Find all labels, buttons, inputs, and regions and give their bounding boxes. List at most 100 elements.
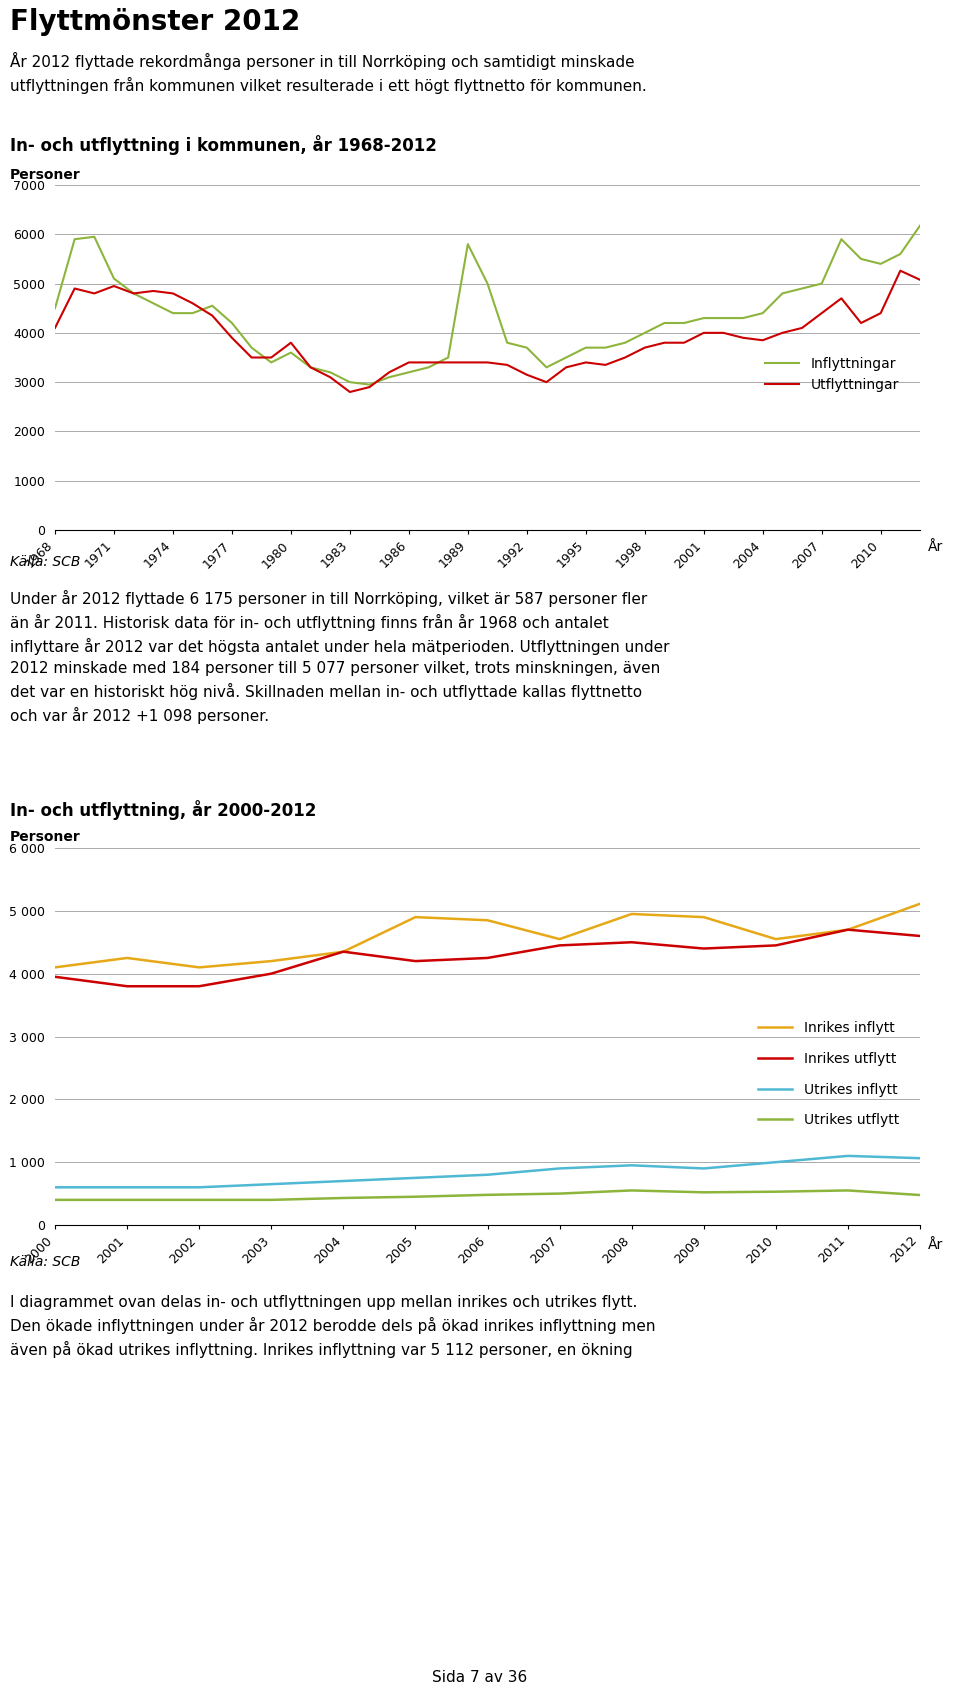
Line: Utrikes inflytt: Utrikes inflytt (55, 1156, 920, 1188)
Utflyttningar (580, 353, 591, 373)
Utflyttningar (285, 333, 297, 353)
Inflyttningar (227, 312, 238, 333)
Utrikes utflytt (554, 1183, 565, 1203)
Utflyttningar (835, 288, 847, 309)
Inflyttningar (443, 348, 454, 368)
Line: Inrikes utflytt: Inrikes utflytt (55, 930, 920, 986)
Utrikes utflytt (121, 1190, 132, 1210)
Utflyttningar (383, 361, 395, 382)
Inrikes inflytt (914, 894, 925, 915)
Utrikes inflytt (266, 1174, 277, 1195)
Inflyttningar (88, 227, 100, 248)
Text: År: År (928, 1239, 944, 1252)
Text: Under år 2012 flyttade 6 175 personer in till Norrköping, vilket är 587 personer: Under år 2012 flyttade 6 175 personer in… (10, 591, 669, 725)
Utflyttningar (914, 270, 925, 290)
Line: Utflyttningar: Utflyttningar (55, 272, 920, 392)
Utflyttningar (422, 353, 434, 373)
Utrikes inflytt (626, 1156, 637, 1176)
Utflyttningar (757, 331, 769, 351)
Utrikes utflytt (914, 1185, 925, 1205)
Line: Inrikes inflytt: Inrikes inflytt (55, 905, 920, 967)
Utflyttningar (875, 304, 886, 324)
Inflyttningar (167, 304, 179, 324)
Inflyttningar (148, 294, 159, 314)
Inflyttningar (108, 268, 120, 288)
Text: Personer: Personer (10, 168, 81, 182)
Inflyttningar (679, 312, 690, 333)
Inflyttningar (501, 333, 513, 353)
Inflyttningar (403, 361, 415, 382)
Utflyttningar (816, 304, 828, 324)
Utrikes inflytt (914, 1149, 925, 1169)
Text: Källa: SCB: Källa: SCB (10, 1256, 81, 1269)
Inflyttningar (561, 348, 572, 368)
Inflyttningar (49, 299, 60, 319)
Utrikes utflytt (338, 1188, 349, 1208)
Inrikes inflytt (338, 942, 349, 962)
Inflyttningar (757, 304, 769, 324)
Inrikes inflytt (626, 905, 637, 925)
Utflyttningar (737, 328, 749, 348)
Utflyttningar (540, 372, 552, 392)
Utflyttningar (600, 355, 612, 375)
Inflyttningar (639, 322, 651, 343)
Inflyttningar (796, 278, 807, 299)
Inrikes inflytt (121, 949, 132, 969)
Utflyttningar (619, 348, 631, 368)
Inrikes inflytt (482, 910, 493, 930)
Utflyttningar (501, 355, 513, 375)
Inflyttningar (521, 338, 533, 358)
Utrikes utflytt (266, 1190, 277, 1210)
Utflyttningar (246, 348, 257, 368)
Inrikes inflytt (842, 920, 853, 940)
Utflyttningar (49, 317, 60, 338)
Utflyttningar (443, 353, 454, 373)
Utrikes inflytt (770, 1152, 781, 1173)
Utrikes inflytt (410, 1168, 421, 1188)
Text: År: År (928, 540, 944, 553)
Text: In- och utflyttning i kommunen, år 1968-2012: In- och utflyttning i kommunen, år 1968-… (10, 136, 437, 154)
Inflyttningar (659, 312, 670, 333)
Utflyttningar (561, 356, 572, 377)
Text: I diagrammet ovan delas in- och utflyttningen upp mellan inrikes och utrikes fly: I diagrammet ovan delas in- och utflyttn… (10, 1295, 656, 1358)
Utflyttningar (796, 317, 807, 338)
Utrikes utflytt (626, 1179, 637, 1200)
Inflyttningar (737, 307, 749, 328)
Utrikes utflytt (770, 1181, 781, 1201)
Inrikes utflytt (193, 976, 204, 996)
Utflyttningar (718, 322, 730, 343)
Inflyttningar (540, 356, 552, 377)
Utflyttningar (324, 367, 336, 387)
Inflyttningar (580, 338, 591, 358)
Utrikes inflytt (121, 1178, 132, 1198)
Text: Källa: SCB: Källa: SCB (10, 555, 81, 568)
Inrikes utflytt (698, 938, 709, 959)
Inrikes inflytt (410, 906, 421, 927)
Utflyttningar (305, 356, 317, 377)
Utrikes inflytt (554, 1159, 565, 1179)
Inrikes inflytt (193, 957, 204, 977)
Text: Personer: Personer (10, 830, 81, 843)
Utflyttningar (128, 283, 139, 304)
Utrikes utflytt (193, 1190, 204, 1210)
Utflyttningar (187, 294, 199, 314)
Text: In- och utflyttning, år 2000-2012: In- och utflyttning, år 2000-2012 (10, 799, 317, 820)
Inrikes inflytt (49, 957, 60, 977)
Utflyttningar (895, 261, 906, 282)
Utflyttningar (462, 353, 473, 373)
Inrikes utflytt (266, 964, 277, 984)
Inflyttningar (69, 229, 81, 249)
Utflyttningar (364, 377, 375, 397)
Inrikes inflytt (266, 950, 277, 971)
Inrikes utflytt (770, 935, 781, 955)
Text: År 2012 flyttade rekordmånga personer in till Norrköping och samtidigt minskade
: År 2012 flyttade rekordmånga personer in… (10, 53, 647, 93)
Inflyttningar (482, 273, 493, 294)
Inrikes inflytt (698, 906, 709, 927)
Inrikes utflytt (914, 927, 925, 947)
Line: Inflyttningar: Inflyttningar (55, 226, 920, 385)
Inflyttningar (187, 304, 199, 324)
Inflyttningar (462, 234, 473, 255)
Utrikes inflytt (842, 1145, 853, 1166)
Inrikes utflytt (626, 932, 637, 952)
Utrikes inflytt (49, 1178, 60, 1198)
